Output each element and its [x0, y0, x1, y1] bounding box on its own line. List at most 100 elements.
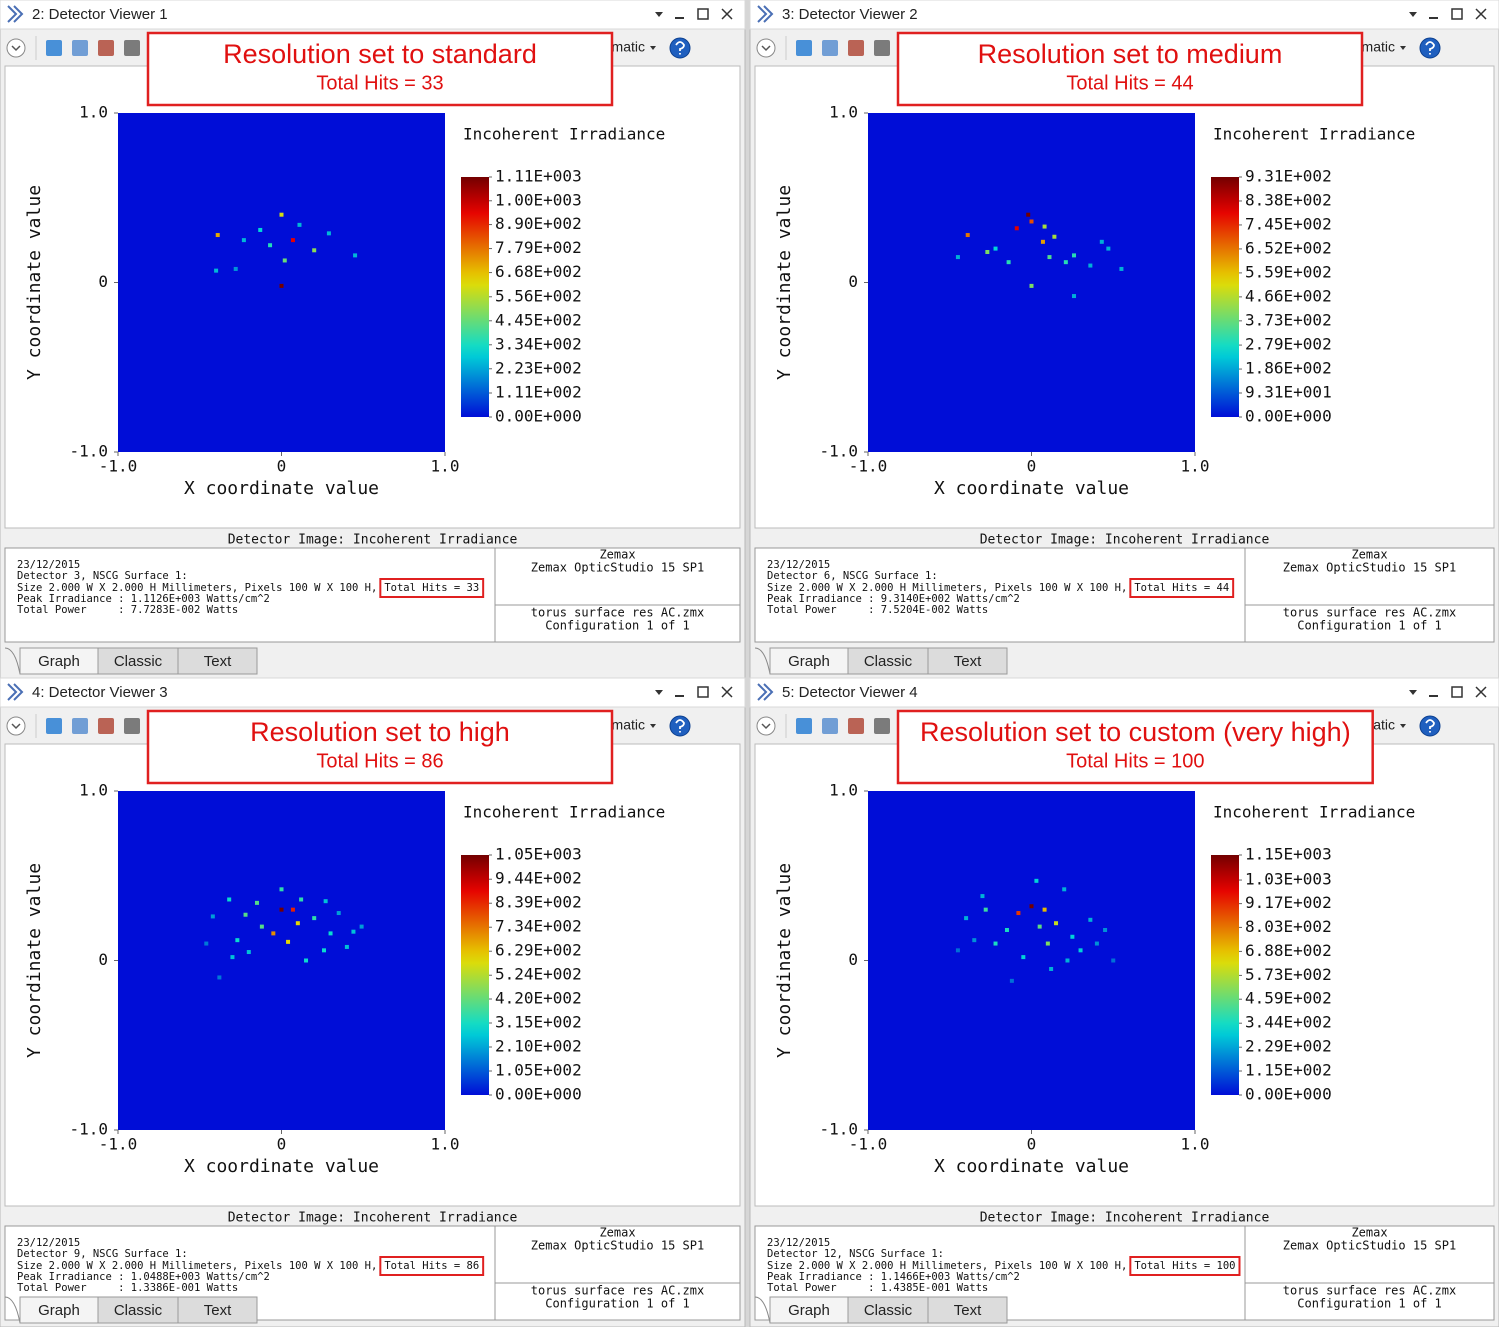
print-button[interactable] [124, 718, 140, 734]
tab-label[interactable]: Graph [38, 653, 80, 670]
hit-pixel [1054, 921, 1059, 926]
hit-pixel [233, 266, 238, 271]
vendor-name: Zemax [1351, 1226, 1387, 1240]
colorbar-tick-label: 8.03E+002 [1245, 917, 1332, 936]
display-mode-dropdown[interactable]: atic [1373, 717, 1395, 733]
tab-label[interactable]: Classic [864, 653, 913, 670]
help-button[interactable] [1419, 37, 1441, 59]
x-tick-label: 0 [1027, 457, 1037, 476]
menu-button[interactable] [655, 12, 663, 17]
tab[interactable] [19, 647, 99, 675]
refresh-button[interactable] [46, 718, 62, 734]
hit-pixel [1078, 948, 1083, 953]
refresh-button[interactable] [796, 40, 812, 56]
maximize-button[interactable] [1451, 8, 1463, 20]
tab-label[interactable]: Graph [788, 653, 830, 670]
save-button[interactable] [848, 718, 864, 734]
display-mode-dropdown[interactable]: matic [612, 717, 645, 733]
tab[interactable] [927, 1296, 1008, 1324]
hit-pixel [254, 900, 259, 905]
refresh-button[interactable] [796, 718, 812, 734]
tab[interactable] [177, 647, 258, 675]
title-bar [0, 0, 746, 30]
help-button[interactable] [669, 37, 691, 59]
hit-pixel [295, 921, 300, 926]
help-mark [1425, 719, 1435, 733]
save-button[interactable] [848, 40, 864, 56]
copy-button[interactable] [822, 718, 838, 734]
hit-pixel [299, 897, 304, 902]
y-axis-label: Y coordinate value [774, 863, 795, 1058]
save-button[interactable] [98, 718, 114, 734]
settings-dropdown[interactable] [756, 716, 776, 736]
settings-dropdown[interactable] [756, 38, 776, 58]
maximize-button[interactable] [697, 8, 709, 20]
colorbar-title: Incoherent Irradiance [1213, 803, 1415, 822]
copy-button[interactable] [72, 718, 88, 734]
maximize-button[interactable] [697, 686, 709, 698]
image-caption: Detector Image: Incoherent Irradiance [228, 533, 518, 548]
x-tick-label: 0 [277, 1135, 287, 1154]
print-button[interactable] [874, 40, 890, 56]
tab-label[interactable]: Text [954, 653, 982, 670]
hit-pixel [279, 907, 284, 912]
x-axis-label: X coordinate value [184, 478, 379, 499]
settings-dropdown[interactable] [6, 38, 26, 58]
y-axis-label: Y coordinate value [774, 185, 795, 380]
dropdown-arrow [650, 46, 656, 50]
save-button[interactable] [98, 40, 114, 56]
help-button[interactable] [669, 715, 691, 737]
tab-label[interactable]: Classic [114, 1302, 163, 1319]
hit-pixel [235, 938, 240, 943]
hit-pixel [1072, 294, 1077, 299]
copy-button[interactable] [72, 40, 88, 56]
y-axis-label: Y coordinate value [24, 863, 45, 1058]
close-button[interactable] [721, 686, 733, 698]
colorbar [1211, 177, 1239, 417]
tab-label[interactable]: Text [204, 653, 232, 670]
title-bar [749, 0, 1499, 30]
tab[interactable] [847, 647, 929, 675]
tab-label[interactable]: Classic [114, 653, 163, 670]
hit-pixel [359, 924, 364, 929]
hit-pixel [1029, 283, 1034, 288]
tab-label[interactable]: Classic [864, 1302, 913, 1319]
x-tick-label: -1.0 [99, 1135, 138, 1154]
tab[interactable] [97, 647, 179, 675]
tab[interactable] [97, 1296, 179, 1324]
display-mode-dropdown[interactable]: matic [612, 39, 645, 55]
settings-dropdown[interactable] [6, 716, 26, 736]
menu-button[interactable] [1409, 12, 1417, 17]
annotation-box [896, 31, 1364, 107]
x-axis-label: X coordinate value [934, 478, 1129, 499]
tab[interactable] [177, 1296, 258, 1324]
tab[interactable] [927, 647, 1008, 675]
menu-button[interactable] [1409, 690, 1417, 695]
print-button[interactable] [874, 718, 890, 734]
x-tick-label: -1.0 [849, 1135, 888, 1154]
colorbar-tick-label: 6.52E+002 [1245, 238, 1332, 257]
tab-label[interactable]: Graph [38, 1302, 80, 1319]
refresh-button[interactable] [46, 40, 62, 56]
display-mode-dropdown[interactable]: matic [1362, 39, 1395, 55]
menu-button[interactable] [655, 690, 663, 695]
report-line: Size 2.000 W X 2.000 H Millimeters, Pixe… [17, 582, 377, 594]
close-button[interactable] [1475, 686, 1487, 698]
help-button[interactable] [1419, 715, 1441, 737]
annotation-box [146, 709, 614, 785]
x-axis-label: X coordinate value [934, 1156, 1129, 1177]
close-button[interactable] [721, 8, 733, 20]
maximize-button[interactable] [1451, 686, 1463, 698]
tab-label[interactable]: Text [204, 1302, 232, 1319]
copy-button[interactable] [822, 40, 838, 56]
tab-label[interactable]: Graph [788, 1302, 830, 1319]
software-version: Zemax OpticStudio 15 SP1 [531, 561, 704, 575]
tab-label[interactable]: Text [954, 1302, 982, 1319]
close-button[interactable] [1475, 8, 1487, 20]
print-button[interactable] [124, 40, 140, 56]
annotation-box [146, 31, 614, 107]
y-tick-label: -1.0 [819, 1120, 858, 1139]
hit-pixel [1106, 246, 1111, 251]
report-box [754, 547, 1495, 643]
